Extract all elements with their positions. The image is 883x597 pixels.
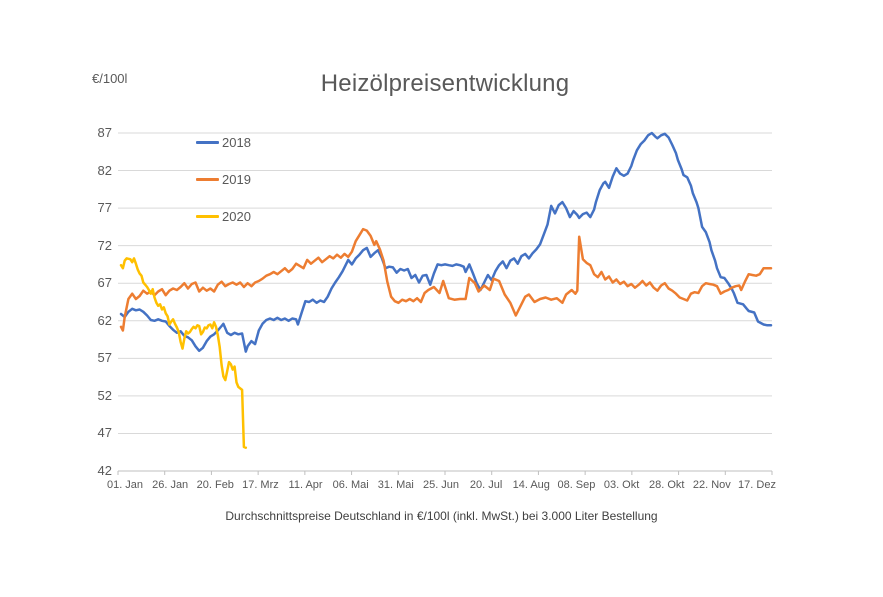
legend-swatch-2018 [196,141,219,144]
x-tick-label-14-Aug: 14. Aug [512,479,550,491]
x-tick-label-25-Jun: 25. Jun [422,479,460,491]
gridlines [118,132,772,434]
x-tick-label-03-Okt: 03. Okt [603,479,640,491]
x-tick-label-08-Sep: 08. Sep [557,479,596,491]
series-line-2018 [119,131,773,353]
x-tick-label-01-Jan: 01. Jan [106,479,144,491]
legend-item-2019: 2019 [196,165,251,194]
y-tick-label-57: 57 [97,350,112,366]
series-line-2020 [119,257,248,449]
chart-subtitle: Durchschnittspreise Deutschland in €/100… [225,509,658,523]
y-tick-label-47: 47 [97,425,112,441]
y-tick-label-52: 52 [97,387,112,403]
y-tick-label-62: 62 [97,312,112,328]
x-tick-label-26-Jan: 26. Jan [152,479,189,491]
y-tick-label-72: 72 [97,237,112,253]
chart-title: Heizölpreisentwicklung [320,70,570,97]
y-tick-label-67: 67 [97,275,112,291]
x-tick-label-17-Mrz: 17. Mrz [242,479,279,491]
y-tick-label-42: 42 [97,463,112,478]
x-tick-label-22-Nov: 22. Nov [692,479,731,491]
x-tick-label-11-Apr: 11. Apr [288,479,323,491]
x-tick-label-31-Mai: 31. Mai [377,479,414,491]
legend-item-2018: 2018 [196,128,251,157]
x-tick-label-06-Mai: 06. Mai [332,479,369,491]
y-axis-unit-label: €/100l [92,71,128,86]
legend-label-2018: 2018 [222,135,251,150]
series-line-2019 [119,227,773,332]
x-tick-label-20-Jul: 20. Jul [469,479,503,491]
legend-swatch-2019 [196,178,219,181]
y-tick-label-87: 87 [97,125,112,140]
y-tick-label-82: 82 [97,162,112,178]
legend-swatch-2020 [196,215,219,218]
legend-label-2019: 2019 [222,172,251,187]
x-tick-label-28-Okt: 28. Okt [648,479,685,491]
legend-label-2020: 2020 [222,209,251,224]
legend-item-2020: 2020 [196,202,251,231]
x-tick-label-17-Dez: 17. Dez [738,479,776,491]
legend: 2018 2019 2020 [196,128,251,239]
y-tick-label-77: 77 [97,200,112,216]
x-axis [117,470,773,475]
x-tick-label-20-Feb: 20. Feb [196,479,234,491]
